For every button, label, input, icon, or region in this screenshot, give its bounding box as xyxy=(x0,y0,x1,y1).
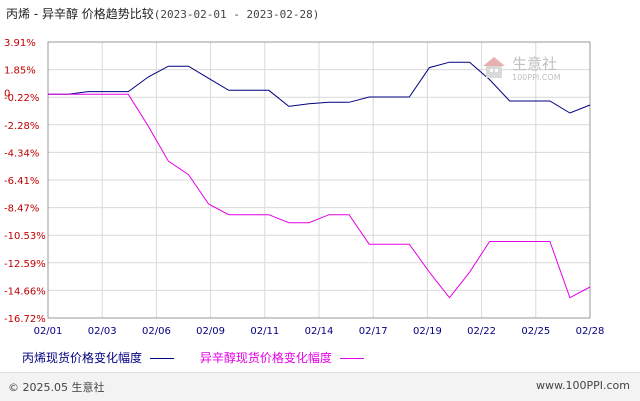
chart-title: 丙烯 - 异辛醇 价格趋势比较(2023-02-01 - 2023-02-28) xyxy=(6,5,319,22)
chart-series xyxy=(48,61,591,299)
x-tick-label: 02/01 xyxy=(34,326,63,337)
y-tick-label: -16.72% xyxy=(4,314,46,325)
x-tick-label: 02/22 xyxy=(467,326,496,337)
y-tick-label: -10.53% xyxy=(4,231,46,242)
footer-bar: © 2025.05 生意社 www.100PPI.com xyxy=(0,372,640,401)
x-tick-label: 02/03 xyxy=(88,326,117,337)
x-tick-label: 02/25 xyxy=(521,326,550,337)
legend-label-series1: 丙烯现货价格变化幅度 xyxy=(22,351,143,365)
x-tick-label: 02/17 xyxy=(359,326,388,337)
y-tick-label: -14.66% xyxy=(4,286,46,297)
chart-title-range: (2023-02-01 - 2023-02-28) xyxy=(153,8,320,21)
chart-title-main: 丙烯 - 异辛醇 价格趋势比较 xyxy=(6,7,154,21)
x-tick-label: 02/19 xyxy=(413,326,442,337)
chart-legend: 丙烯现货价格变化幅度 异辛醇现货价格变化幅度 xyxy=(22,349,386,366)
watermark-en: 100PPI.COM xyxy=(512,73,561,82)
x-tick-label: 02/28 xyxy=(576,326,605,337)
x-tick-label: 02/11 xyxy=(250,326,279,337)
x-axis-ticks: 02/01 02/03 02/06 02/09 02/11 02/14 02/17 02/19… xyxy=(34,326,605,337)
footer-site-link[interactable]: www.100PPI.com xyxy=(536,379,630,392)
x-tick-label: 02/09 xyxy=(196,326,225,337)
series-line-1 xyxy=(48,61,591,114)
legend-swatch-series2 xyxy=(339,358,364,359)
watermark-house-icon xyxy=(483,57,505,78)
x-tick-label: 02/14 xyxy=(305,326,334,337)
legend-label-series2: 异辛醇现货价格变化幅度 xyxy=(199,351,332,365)
y-tick-label: -6.41% xyxy=(4,176,39,187)
watermark-logo: 生意社 100PPI.COM xyxy=(483,55,561,82)
y-tick-label: -2.28% xyxy=(4,121,39,132)
y-tick-label: -4.34% xyxy=(4,148,39,159)
y-tick-label: -0.22% xyxy=(4,93,39,104)
legend-entry-series2: 异辛醇现货价格变化幅度 xyxy=(200,349,364,366)
footer-copyright: © 2025.05 生意社 xyxy=(8,381,105,394)
watermark-cn: 生意社 xyxy=(512,55,557,73)
legend-entry-series1: 丙烯现货价格变化幅度 xyxy=(22,349,175,366)
x-tick-label: 02/06 xyxy=(142,326,171,337)
y-tick-label: 1.85% xyxy=(4,66,36,77)
y-axis-ticks: 3.91% 1.85% -0.22% -2.28% -4.34% -6.41% -8.47%… xyxy=(4,38,46,325)
series-line-2 xyxy=(48,93,591,299)
y-tick-label: -12.59% xyxy=(4,259,46,270)
y-tick-label: -8.47% xyxy=(4,204,39,215)
plot-area-border xyxy=(47,41,591,319)
y-tick-label: 3.91% xyxy=(4,38,36,49)
legend-swatch-series1 xyxy=(150,358,175,359)
y-zero-label: 0 xyxy=(4,88,10,99)
